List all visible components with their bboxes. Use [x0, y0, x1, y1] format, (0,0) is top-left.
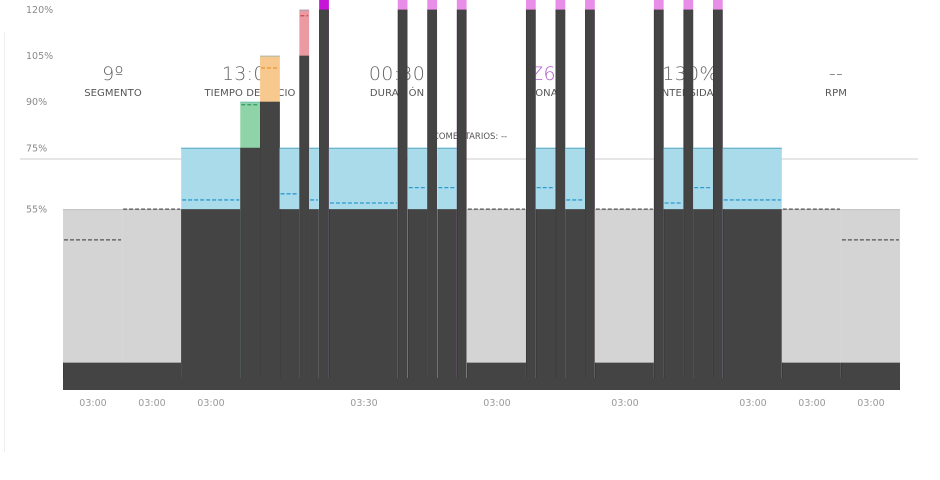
segment-dark-block: [437, 209, 458, 378]
segment-zone-band: [781, 209, 841, 378]
zone-value: Z6: [530, 63, 556, 85]
segment-dark-block: [663, 209, 684, 378]
segment-dark-block: [525, 9, 536, 378]
segment-dark-block: [594, 362, 654, 378]
y-tick-label: 55%: [26, 205, 47, 216]
segment-zone-band: [63, 209, 123, 378]
x-tick-label: 03:00: [79, 398, 106, 409]
segment-dark-block: [181, 209, 241, 378]
zone-stat: Z6 ZONA: [473, 62, 613, 99]
segment-dark-block: [299, 55, 310, 379]
segment-zone-band: [122, 209, 182, 378]
x-tick-label: 03:00: [138, 398, 165, 409]
segment-dark-block: [555, 9, 566, 378]
x-tick-label: 03:00: [798, 398, 825, 409]
duration-stat: 00:30 DURACIÓN: [327, 62, 467, 99]
rpm-stat: -- RPM: [766, 62, 906, 99]
segment-dark-block: [319, 9, 329, 378]
segment-dark-block: [309, 209, 319, 378]
segment-dark-block: [712, 9, 723, 378]
segment-dark-block: [693, 209, 713, 378]
x-tick-label: 03:00: [739, 398, 766, 409]
segment-dark-block: [535, 209, 556, 378]
segment-zone-band: [840, 209, 900, 378]
zone-label: ZONA: [528, 88, 558, 99]
segment-dark-block: [63, 362, 123, 378]
x-tick-label: 03:00: [857, 398, 884, 409]
x-tick-label: 03:00: [197, 398, 224, 409]
duration-label: DURACIÓN: [369, 88, 425, 99]
segment-dark-block: [427, 9, 438, 378]
segment-zone-band: [466, 209, 526, 378]
segment-dark-block: [260, 101, 280, 378]
segment-dark-block: [585, 9, 595, 378]
segment-dark-block: [397, 9, 408, 378]
segment-dark-block: [683, 9, 694, 378]
segment-dark-block: [240, 147, 261, 378]
segment-value: 9º: [102, 63, 124, 85]
segment-dark-block: [840, 362, 900, 378]
segment-dark-block: [781, 362, 841, 378]
y-tick-label: 105%: [26, 51, 53, 62]
y-tick-label: 75%: [26, 143, 47, 154]
segment-dark-block: [722, 209, 782, 378]
comments-text: COMENTARIOS: --: [432, 132, 508, 142]
y-tick-label: 120%: [26, 5, 53, 16]
start-time-label: TIEMPO DE INICIO: [204, 88, 296, 99]
x-tick-label: 03:30: [350, 398, 377, 409]
segment-dark-block: [456, 9, 467, 378]
x-tick-label: 03:00: [483, 398, 510, 409]
y-tick-label: 90%: [26, 97, 47, 108]
segment-dark-block: [279, 209, 300, 378]
segment-dark-block: [122, 362, 182, 378]
x-tick-label: 03:00: [611, 398, 638, 409]
duration-value: 00:30: [368, 63, 426, 85]
segment-dark-block: [407, 209, 428, 378]
segment-dark-block: [653, 9, 664, 378]
segment-dark-block: [565, 209, 586, 378]
segment-stat: 9º SEGMENTO: [43, 62, 183, 99]
selection-pointer: [20, 158, 918, 168]
segment-dark-block: [466, 362, 526, 378]
chart-baseline: [63, 378, 900, 390]
segment-label: SEGMENTO: [84, 88, 142, 99]
rpm-label: RPM: [825, 88, 847, 99]
segment-zone-band: [594, 209, 654, 378]
segment-dark-block: [328, 209, 398, 378]
rpm-value: --: [828, 63, 844, 85]
